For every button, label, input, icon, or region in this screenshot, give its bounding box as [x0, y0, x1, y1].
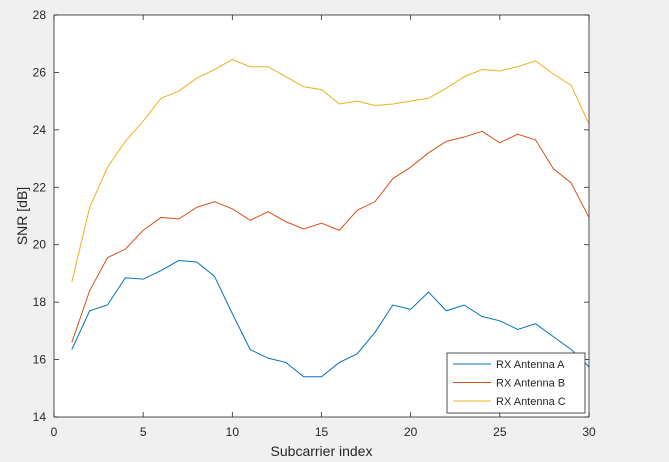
series-line-2	[71, 130, 590, 343]
y-tick-label: 14	[33, 410, 47, 424]
x-tick-label: 5	[140, 425, 147, 439]
plot-area	[54, 15, 589, 417]
x-tick-label: 30	[582, 425, 596, 439]
axis-ticks: 0 5 10 15 20 25 30 14 16 18 20 22 24 26 28	[33, 8, 596, 439]
series-line-3	[71, 58, 590, 283]
legend-label-1: RX Antenna A	[496, 359, 565, 371]
y-tick-label: 16	[33, 353, 47, 367]
y-axis-label: SNR [dB]	[14, 187, 30, 245]
x-tick-label: 10	[226, 425, 240, 439]
y-tick-label: 28	[33, 8, 47, 22]
y-tick-label: 26	[33, 65, 47, 79]
legend-label-3: RX Antenna C	[496, 396, 566, 408]
y-tick-label: 24	[33, 123, 47, 137]
x-tick-label: 15	[315, 425, 329, 439]
x-axis-label: Subcarrier index	[271, 443, 373, 459]
x-tick-label: 20	[404, 425, 418, 439]
y-tick-label: 18	[33, 295, 47, 309]
legend-label-2: RX Antenna B	[496, 378, 565, 390]
series-line-1	[71, 259, 590, 378]
x-tick-label: 25	[493, 425, 507, 439]
legend: RX Antenna A RX Antenna B RX Antenna C	[446, 352, 586, 414]
y-tick-label: 22	[33, 180, 47, 194]
x-tick-label: 0	[51, 425, 58, 439]
series-lines	[71, 58, 590, 378]
y-tick-label: 20	[33, 238, 47, 252]
